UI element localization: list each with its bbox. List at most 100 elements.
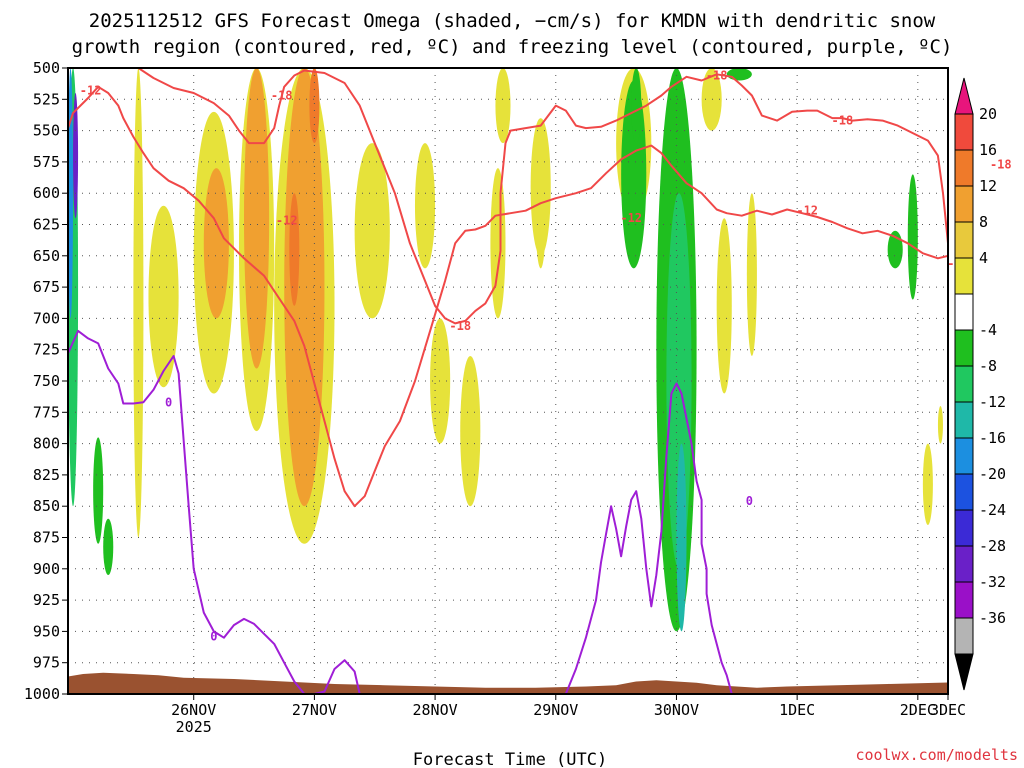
omega-region-36	[103, 518, 114, 576]
omega-region-23	[676, 443, 687, 632]
x-tick-label-1DEC: 1DEC	[779, 701, 815, 719]
x-axis-label: Forecast Time (UTC)	[413, 750, 607, 768]
colorbar-swatch-5	[954, 257, 974, 295]
omega-region-14	[495, 68, 511, 144]
colorbar-swatch-7	[954, 329, 974, 367]
omega-region-10	[354, 143, 390, 319]
y-tick-label-900: 900	[33, 560, 60, 578]
contour-line-1	[137, 68, 948, 325]
colorbar-label-6: -8	[979, 357, 997, 375]
omega-region-31	[937, 406, 943, 444]
contour-label-6: -12	[796, 204, 818, 218]
colorbar-top-triangle	[954, 77, 974, 115]
y-tick-label-950: 950	[33, 622, 60, 640]
omega-region-34	[73, 93, 79, 219]
omega-region-33	[68, 68, 74, 319]
omega-region-30	[922, 443, 933, 525]
colorbar-label-4: 4	[979, 249, 988, 267]
colorbar-label-11: -28	[979, 537, 1006, 555]
y-tick-label-625: 625	[33, 216, 60, 234]
x-tick-label-30NOV: 30NOV	[654, 701, 699, 719]
contour-label-2: -12	[276, 214, 298, 228]
y-tick-label-550: 550	[33, 122, 60, 140]
colorbar-swatch-14	[954, 581, 974, 619]
omega-region-25	[716, 218, 732, 394]
chart-title-line-1: 2025112512 GFS Forecast Omega (shaded, −…	[89, 10, 936, 32]
colorbar-swatch-15	[954, 617, 974, 655]
contour-line-2	[68, 329, 361, 694]
colorbar-swatch-11	[954, 473, 974, 511]
omega-region-3	[203, 168, 229, 319]
colorbar-label-13: -36	[979, 609, 1006, 627]
omega-region-24	[701, 68, 722, 131]
contour-label-11: 0	[210, 629, 217, 643]
y-tick-label-600: 600	[33, 184, 60, 202]
colorbar-bottom-triangle	[954, 653, 974, 691]
omega-region-13	[460, 355, 481, 507]
contour-label-10: 0	[165, 395, 172, 409]
terrain-fill	[68, 672, 948, 694]
y-tick-label-850: 850	[33, 497, 60, 515]
colorbar-label-9: -20	[979, 465, 1006, 483]
omega-region-20	[631, 68, 642, 144]
y-tick-label-725: 725	[33, 341, 60, 359]
colorbar-label-3: 8	[979, 213, 988, 231]
omega-region-35	[93, 437, 104, 544]
contour-layer	[68, 68, 948, 694]
omega-region-26	[746, 193, 757, 356]
x-tick-label-26NOV: 26NOV	[171, 701, 216, 719]
y-tick-label-1000: 1000	[24, 685, 60, 703]
contour-label-0: -12	[80, 84, 102, 98]
y-tick-label-800: 800	[33, 435, 60, 453]
y-tick-label-675: 675	[33, 278, 60, 296]
contour-label-7: -18	[832, 114, 854, 128]
colorbar-label-12: -32	[979, 573, 1006, 591]
y-tick-label-525: 525	[33, 90, 60, 108]
contour-label-1: -18	[271, 89, 293, 103]
x-tick-label-3DEC: 3DEC	[930, 701, 966, 719]
y-axis-ticks: 500 525 550 575 600 625 650 675 700 725 750 775 800 8…	[24, 59, 68, 703]
omega-region-7	[284, 68, 325, 507]
x-tick-label-27NOV: 27NOV	[292, 701, 337, 719]
colorbar-label-1: 16	[979, 141, 997, 159]
contour-label-3: -18	[449, 319, 471, 333]
omega-region-12	[430, 318, 451, 444]
colorbar-swatch-4	[954, 221, 974, 259]
colorbar-label-2: 12	[979, 177, 997, 195]
contour-label-9: -18	[990, 157, 1012, 171]
colorbar-swatch-1	[954, 113, 974, 151]
colorbar-swatch-13	[954, 545, 974, 583]
contour-line-3	[564, 382, 733, 694]
colorbar-label-7: -12	[979, 393, 1006, 411]
contour-label-5: -18	[706, 69, 728, 83]
omega-region-0	[133, 68, 144, 538]
y-tick-label-750: 750	[33, 372, 60, 390]
omega-region-17	[535, 168, 546, 269]
contour-label-4: -12	[620, 211, 642, 225]
omega-region-29	[907, 174, 918, 300]
omega-region-22	[666, 193, 692, 569]
y-tick-label-875: 875	[33, 529, 60, 547]
contour-label-12: 0	[746, 494, 753, 508]
colorbar-label-10: -24	[979, 501, 1006, 519]
y-tick-label-775: 775	[33, 403, 60, 421]
x-tick-sublabel-26NOV: 2025	[176, 718, 212, 736]
omega-region-1	[148, 205, 179, 388]
credit-text: coolwx.com/modelts	[855, 746, 1018, 764]
contour-line-0	[68, 85, 948, 508]
x-tick-label-29NOV: 29NOV	[533, 701, 578, 719]
y-tick-label-925: 925	[33, 591, 60, 609]
omega-region-15	[490, 168, 506, 319]
x-tick-label-28NOV: 28NOV	[413, 701, 458, 719]
colorbar-swatch-6	[954, 293, 974, 331]
colorbar-swatch-3	[954, 185, 974, 223]
colorbar-label-0: 20	[979, 105, 997, 123]
colorbar-label-5: -4	[979, 321, 997, 339]
colorbar-swatch-12	[954, 509, 974, 547]
colorbar-swatch-8	[954, 365, 974, 403]
y-tick-label-650: 650	[33, 247, 60, 265]
omega-region-11	[414, 143, 436, 269]
omega-shading-layer	[68, 68, 943, 632]
